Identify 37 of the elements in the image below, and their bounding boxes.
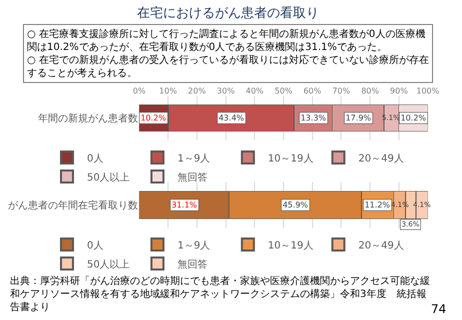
legend-label: 1～9人	[177, 153, 210, 164]
legend-label: 10～19人	[268, 240, 314, 252]
x-tick-label: 70%	[332, 86, 351, 96]
legend-label: 1～9人	[177, 240, 210, 252]
y-tick-label: 年間の新規がん患者数	[38, 112, 138, 124]
data-label: 17.9%	[346, 114, 372, 123]
text: 74	[431, 302, 446, 316]
x-tick-label: 30%	[216, 86, 236, 96]
legend-label: 50人以上	[87, 258, 130, 270]
legend-label: 20～49人	[358, 153, 404, 164]
source-note: 出典：厚労科研「がん治療のどの時期にでも患者・家族や医療介護機関からアクセス可能な緩和ケアリソース情報を有する地域緩和ケアネットワークシステムの構築」令和3年度 統括報告書より	[10, 275, 430, 313]
x-tick-label: 50%	[274, 86, 293, 96]
x-tick-label: 20%	[188, 86, 206, 96]
y-tick-label: がん患者の年間在宅看取り数	[8, 200, 138, 212]
data-label: 11.2%	[364, 200, 390, 210]
x-tick-label: 60%	[303, 86, 322, 96]
x-tick-label: 40%	[246, 86, 264, 96]
x-tick-label: 80%	[361, 86, 380, 96]
legend-label: 無回答	[177, 171, 208, 184]
legend-label: 0人	[87, 153, 104, 164]
data-label: 43.4%	[218, 114, 244, 123]
chart-subtitle: ○ 在宅療養支援診療所に対して行った調査によると年間の新規がん患者数が0人の医療機関は10.2%であったが、在宅看取り数が0人である医療機関は31.1%であった。 ○ 在宅での新規がん患者の受入を行っているが看取りには対応できていない診療所が存在することが考えられる。	[27, 28, 429, 79]
legend-label: 0人	[87, 240, 104, 252]
data-label: 10.2%	[140, 114, 166, 123]
legend-label: 10～19人	[268, 153, 314, 164]
x-tick-label: 0%	[132, 86, 146, 96]
chart-title: 在宅におけるがん患者の看取り	[137, 5, 319, 21]
legend-label: 無回答	[177, 258, 208, 270]
x-tick-label: 90%	[390, 86, 408, 96]
data-label: 10.2%	[400, 114, 426, 123]
data-label: 45.9%	[282, 200, 308, 210]
data-label: 31.1%	[172, 200, 198, 210]
legend-label: 50人以上	[87, 171, 130, 184]
data-label: 13.3%	[300, 114, 326, 123]
legend-label: 20～49人	[358, 240, 404, 252]
x-tick-label: 100%	[416, 86, 440, 96]
x-tick-label: 10%	[159, 86, 178, 96]
